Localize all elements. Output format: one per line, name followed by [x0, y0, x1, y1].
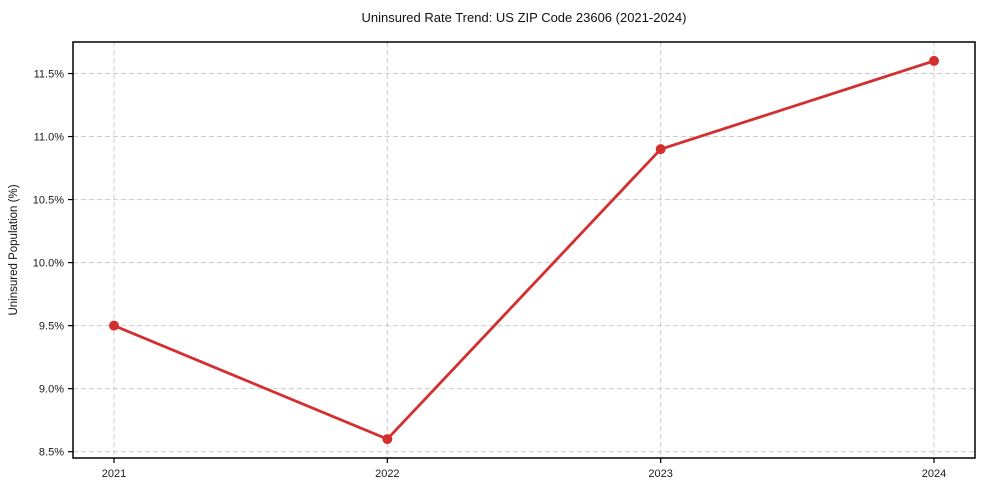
y-tick-label: 11.0% — [34, 132, 65, 144]
data-point-2022 — [382, 434, 393, 445]
y-tick-label: 9.0% — [39, 384, 64, 396]
y-tick-label: 9.5% — [39, 321, 64, 333]
data-point-2023 — [655, 144, 666, 155]
x-tick-label: 2022 — [375, 468, 399, 480]
y-axis-label: Uninsured Population (%) — [8, 184, 20, 315]
y-tick-label: 8.5% — [39, 447, 64, 459]
gridlines — [73, 42, 975, 458]
data-point-2021 — [109, 320, 119, 331]
plot-border — [72, 41, 976, 459]
y-tick-label: 10.5% — [33, 195, 64, 207]
data-point-2024 — [929, 55, 939, 66]
y-tick-label: 10.0% — [33, 258, 64, 270]
x-tick-label: 2023 — [648, 468, 672, 480]
trend-series — [109, 55, 939, 445]
chart-title: Uninsured Rate Trend: US ZIP Code 23606 … — [362, 10, 687, 25]
x-tick-label: 2024 — [922, 468, 946, 480]
axes: 8.5% 9.0% 9.5% 10.0% 10.5% 11.0% 11.5% 2021 2022… — [33, 41, 976, 480]
y-tick-label: 11.5% — [34, 69, 65, 81]
x-tick-label: 2021 — [102, 468, 126, 480]
trend-line — [112, 59, 936, 441]
